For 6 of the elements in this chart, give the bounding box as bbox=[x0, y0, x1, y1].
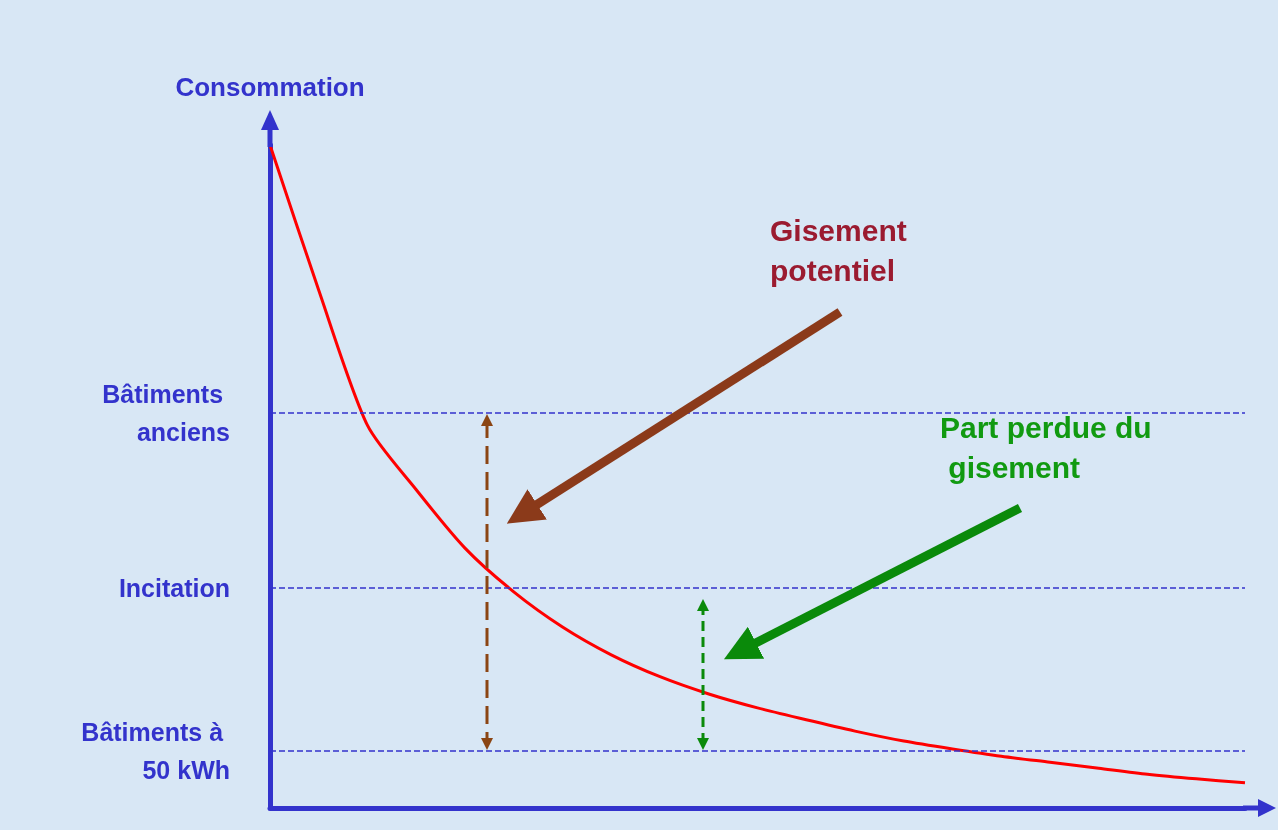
annotation: Part perdue du gisement bbox=[940, 410, 1152, 484]
ref-line-label: Incitation bbox=[118, 573, 230, 602]
ref-line-label: Bâtiments anciens bbox=[102, 379, 230, 446]
ref-line-label: Bâtiments à 50 kWh bbox=[81, 717, 230, 784]
annotation: Gisement potentiel bbox=[770, 213, 916, 287]
y-axis-title: Consommation bbox=[175, 72, 365, 102]
